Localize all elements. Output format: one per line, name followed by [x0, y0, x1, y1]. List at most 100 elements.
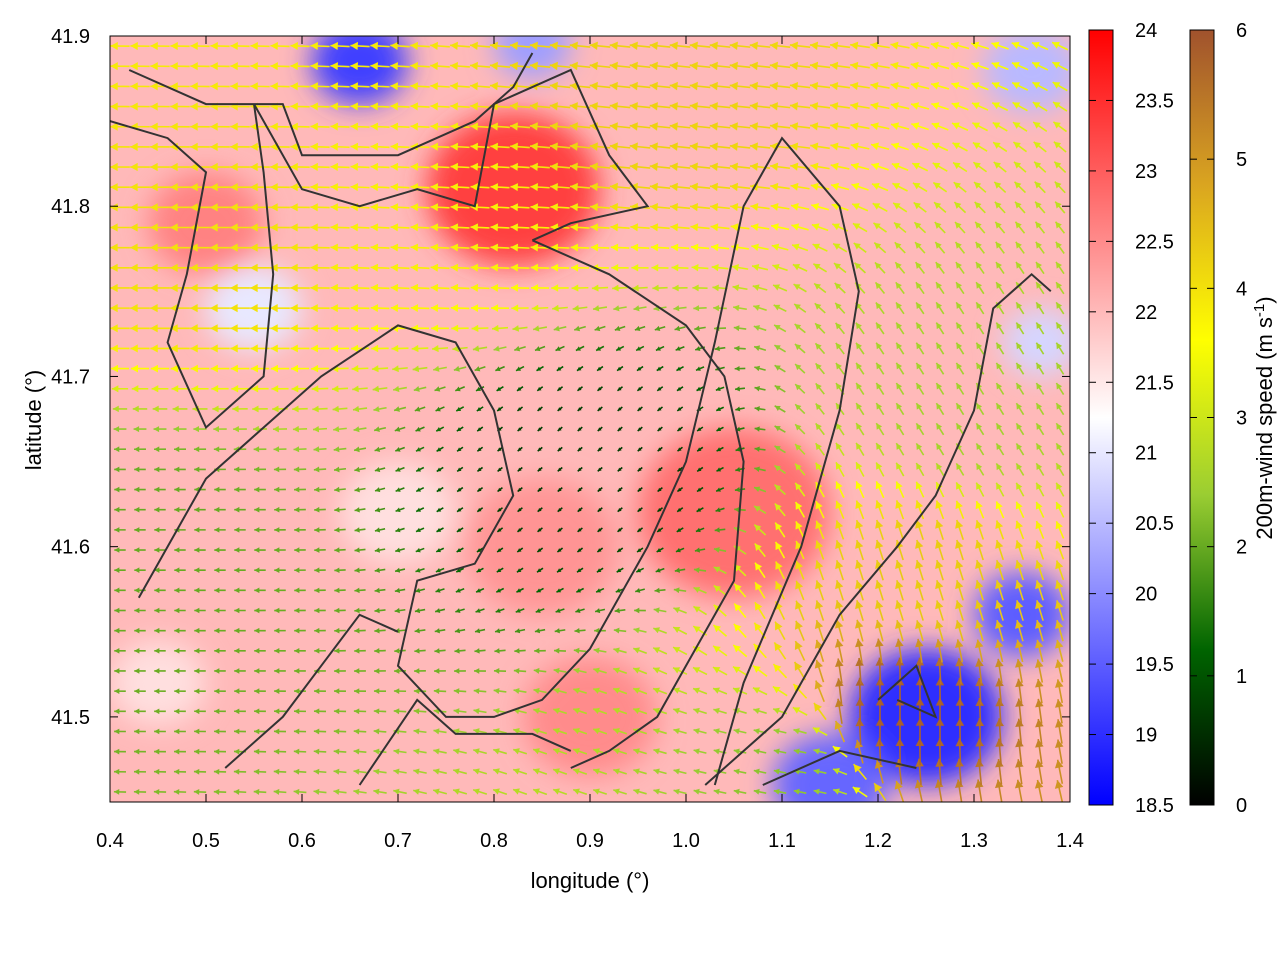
- wind-vector: [150, 304, 170, 313]
- wind-vector: [130, 82, 150, 91]
- wind-vector: [855, 422, 865, 436]
- wind-vector: [1015, 382, 1025, 395]
- wind-vector: [330, 62, 350, 71]
- contour-line: [128, 52, 534, 157]
- wind-vector: [372, 385, 388, 393]
- wind-vector: [354, 648, 366, 654]
- wind-vector: [851, 182, 869, 191]
- wind-vector: [270, 82, 290, 91]
- wind-vector: [716, 426, 724, 432]
- wind-vector: [234, 708, 246, 715]
- wind-vector: [652, 647, 668, 655]
- wind-vector: [334, 527, 346, 533]
- wind-vector: [1035, 462, 1045, 476]
- wind-vector: [413, 688, 427, 695]
- wind-vector: [170, 324, 190, 333]
- wind-vector: [673, 607, 687, 614]
- wind-vector: [791, 243, 809, 252]
- wind-vector: [432, 788, 448, 795]
- wind-vector: [617, 507, 623, 513]
- wind-vector: [110, 62, 130, 71]
- wind-vector: [855, 442, 865, 457]
- wind-vector: [252, 405, 268, 413]
- wind-vector: [595, 587, 605, 593]
- wind-vector: [233, 788, 247, 795]
- wind-vector: [934, 779, 944, 802]
- wind-vector: [410, 223, 430, 232]
- wind-vector: [789, 61, 811, 71]
- wind-vector: [194, 708, 206, 715]
- wind-vector: [991, 102, 1009, 112]
- wind-vector: [131, 385, 149, 393]
- wind-vector: [834, 322, 846, 335]
- wind-vector: [1015, 241, 1025, 254]
- wind-vector: [174, 607, 186, 614]
- wind-vector: [570, 243, 590, 252]
- wind-vector: [834, 282, 846, 294]
- wind-vector: [995, 463, 1005, 476]
- wind-vector: [395, 466, 405, 472]
- wind-vector: [130, 324, 150, 333]
- wind-vector: [294, 547, 306, 553]
- wind-vector: [490, 283, 510, 292]
- wind-vector: [830, 81, 850, 91]
- wind-vector: [975, 620, 984, 642]
- wind-vector: [614, 607, 626, 614]
- wind-vector: [490, 122, 510, 131]
- wind-vector: [193, 446, 207, 453]
- wind-vector: [1011, 62, 1029, 71]
- wind-vector: [895, 382, 905, 395]
- wind-vector: [1035, 580, 1044, 601]
- wind-vector: [915, 362, 925, 375]
- wind-vector: [150, 62, 170, 71]
- wind-vector: [930, 61, 950, 70]
- wind-vector: [330, 203, 350, 212]
- wind-vector: [676, 486, 684, 493]
- wind-vector: [330, 304, 350, 313]
- wind-vector: [230, 122, 250, 131]
- wind-vector: [1055, 241, 1065, 254]
- wind-vector: [290, 364, 310, 373]
- wind-vector: [815, 580, 825, 601]
- x-tick-label: 1.2: [864, 830, 892, 852]
- wind-vector: [1011, 81, 1029, 91]
- wind-vector: [870, 81, 890, 91]
- wind-vector: [951, 82, 969, 91]
- wind-vector: [250, 183, 270, 192]
- wind-vector: [352, 405, 368, 413]
- wind-vector: [1054, 739, 1064, 764]
- y-axis-title: latitude (°): [21, 370, 46, 471]
- wind-vector: [874, 261, 886, 274]
- contour-line: [531, 239, 745, 769]
- wind-vector: [273, 446, 287, 453]
- wind-vector: [729, 41, 751, 51]
- wind-vector: [972, 161, 988, 173]
- wind-vector: [454, 648, 466, 654]
- temperature-colorbar-label: 23: [1135, 161, 1157, 183]
- wind-vector: [194, 466, 206, 473]
- wind-vector: [193, 788, 207, 795]
- wind-vector: [1013, 181, 1027, 194]
- wind-vector: [274, 627, 286, 634]
- wind-vector: [230, 223, 250, 232]
- wind-vector: [891, 162, 909, 172]
- wind-vector: [611, 264, 629, 272]
- wind-vector: [373, 426, 387, 433]
- wind-vector: [614, 325, 626, 332]
- wind-vector: [234, 728, 246, 735]
- wind-vector: [773, 642, 787, 660]
- wind-vector: [789, 102, 811, 111]
- wind-vector: [709, 102, 731, 111]
- wind-vector: [609, 142, 631, 151]
- wind-vector: [253, 466, 267, 473]
- wind-vector: [1054, 679, 1064, 704]
- wind-vector: [294, 648, 306, 654]
- wind-vector: [951, 102, 969, 111]
- wind-vector: [214, 587, 226, 594]
- wind-vector: [313, 748, 327, 755]
- wind-vector: [557, 406, 563, 412]
- wind-vector: [855, 382, 865, 395]
- wind-vector: [991, 82, 1009, 91]
- wind-vector: [509, 61, 531, 71]
- wind-vector: [410, 122, 430, 131]
